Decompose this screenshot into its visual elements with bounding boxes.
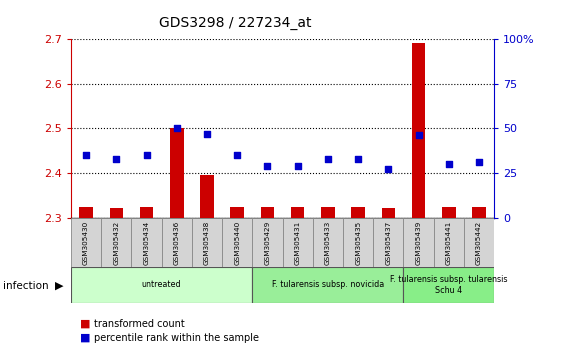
Text: GSM305429: GSM305429 [265,220,270,265]
Text: infection: infection [3,281,48,291]
FancyBboxPatch shape [373,218,403,267]
FancyBboxPatch shape [313,218,343,267]
Text: F. tularensis subsp. tularensis
Schu 4: F. tularensis subsp. tularensis Schu 4 [390,275,508,295]
Point [82,152,91,158]
Point [384,167,393,172]
Text: GSM305441: GSM305441 [446,220,452,265]
FancyBboxPatch shape [131,218,162,267]
Text: percentile rank within the sample: percentile rank within the sample [94,333,258,343]
Text: untreated: untreated [142,280,182,290]
Text: GSM305436: GSM305436 [174,220,180,265]
Point [323,156,332,161]
FancyBboxPatch shape [162,218,192,267]
Text: GSM305438: GSM305438 [204,220,210,265]
Text: GSM305430: GSM305430 [83,220,89,265]
FancyBboxPatch shape [343,218,373,267]
Bar [261,206,274,218]
Text: GSM305435: GSM305435 [355,220,361,265]
Bar [170,129,183,218]
Text: GDS3298 / 227234_at: GDS3298 / 227234_at [159,16,311,30]
FancyBboxPatch shape [252,218,283,267]
Text: GSM305442: GSM305442 [476,220,482,265]
Bar [231,206,244,218]
FancyBboxPatch shape [403,218,434,267]
Bar [200,175,214,218]
Point [172,126,181,131]
Bar [80,206,93,218]
Text: GSM305434: GSM305434 [144,220,149,265]
Text: GSM305437: GSM305437 [385,220,391,265]
Bar [442,206,456,218]
Bar [140,206,153,218]
FancyBboxPatch shape [192,218,222,267]
FancyBboxPatch shape [71,267,252,303]
FancyBboxPatch shape [434,218,464,267]
Text: ■: ■ [80,319,90,329]
Text: GSM305433: GSM305433 [325,220,331,265]
FancyBboxPatch shape [222,218,252,267]
FancyBboxPatch shape [252,267,403,303]
Point [263,163,272,169]
Bar [472,206,486,218]
Bar [412,44,425,218]
Text: GSM305432: GSM305432 [114,220,119,265]
Point [202,131,211,137]
FancyBboxPatch shape [101,218,131,267]
Point [293,163,302,169]
Text: GSM305431: GSM305431 [295,220,300,265]
Text: GSM305440: GSM305440 [234,220,240,265]
Point [142,152,151,158]
Bar [321,206,335,218]
FancyBboxPatch shape [403,267,494,303]
Point [112,156,121,161]
Point [474,159,483,165]
Point [414,133,423,138]
Text: transformed count: transformed count [94,319,185,329]
Bar [291,206,304,218]
Text: ▶: ▶ [55,281,63,291]
Point [233,152,242,158]
Bar [382,208,395,218]
Bar [110,208,123,218]
FancyBboxPatch shape [464,218,494,267]
Bar [352,206,365,218]
Text: ■: ■ [80,333,90,343]
Text: F. tularensis subsp. novicida: F. tularensis subsp. novicida [272,280,384,290]
Text: GSM305439: GSM305439 [416,220,421,265]
FancyBboxPatch shape [71,218,101,267]
FancyBboxPatch shape [283,218,313,267]
Point [354,156,363,161]
Point [444,161,453,167]
